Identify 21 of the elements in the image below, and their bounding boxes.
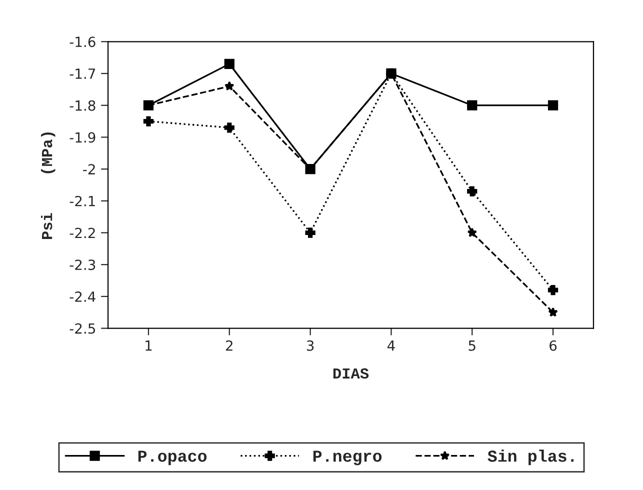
x-tick-label: 5 <box>468 340 476 351</box>
legend-label: Sin plas. <box>488 450 574 466</box>
y-tick-label: -1.6 <box>70 36 96 48</box>
legend-label: P.opaco <box>138 450 207 466</box>
y-tick-label: -2 <box>83 164 95 174</box>
x-tick-label: 1 <box>146 340 152 351</box>
x-tick-label: 2 <box>226 340 232 351</box>
y-tick-label: -1.9 <box>70 132 96 143</box>
x-axis-title: DIAS <box>333 368 369 379</box>
y-tick-label: -2.5 <box>70 323 96 334</box>
x-tick-label: 3 <box>306 340 314 351</box>
y-tick-label: -2.4 <box>70 291 96 302</box>
y-tick-label: -1.7 <box>70 68 96 79</box>
y-tick-label: -2.1 <box>70 196 95 206</box>
y-tick-label: -1.8 <box>70 100 96 111</box>
x-tick-label: 4 <box>387 340 395 351</box>
x-tick-label: 6 <box>550 340 557 351</box>
y-tick-label: -2.2 <box>70 228 95 238</box>
legend-label: P.negro <box>313 450 382 466</box>
y-tick-label: -2.3 <box>70 260 96 270</box>
y-axis-title: Psi (MPa) <box>40 132 56 239</box>
